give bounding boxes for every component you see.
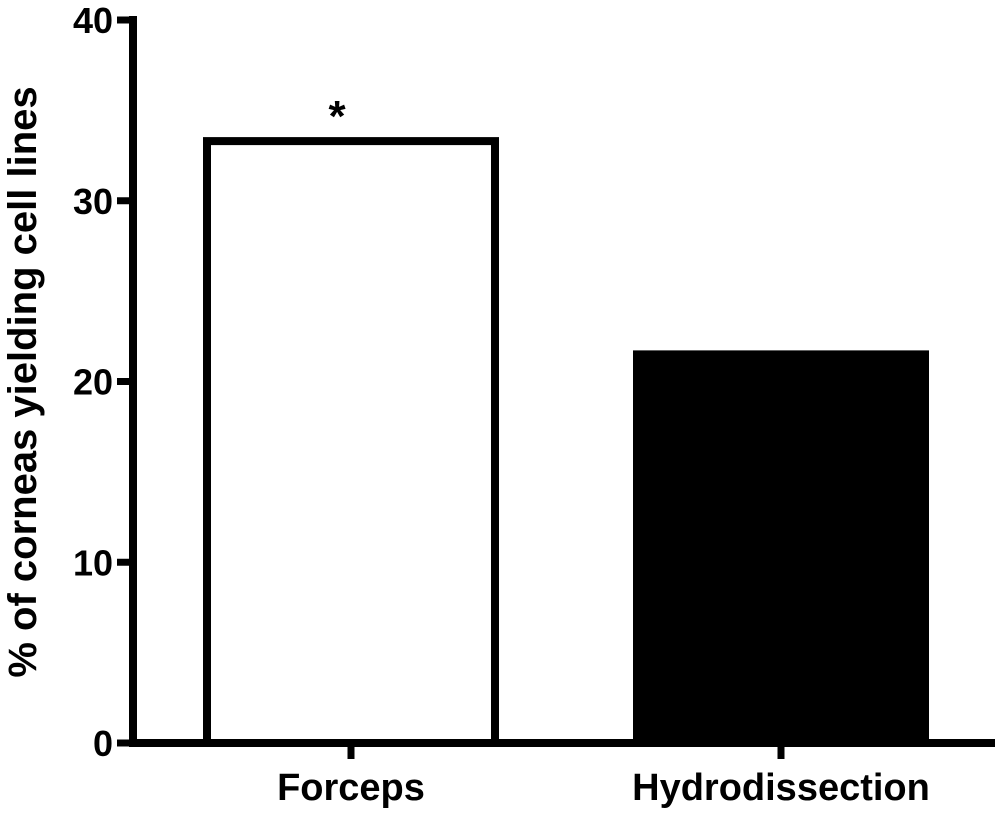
annotations-group: * <box>328 92 346 141</box>
y-tick-label: 30 <box>73 181 113 222</box>
x-tick-label: Hydrodissection <box>632 767 930 809</box>
bars-group <box>203 137 929 748</box>
x-tick-label: Forceps <box>277 767 425 809</box>
y-tick-label: 40 <box>73 0 113 41</box>
y-tick-label: 20 <box>73 362 113 403</box>
y-ticks-group: 0 10 20 30 40 <box>73 0 133 764</box>
bar-hydrodissection <box>633 350 929 747</box>
y-tick-label: 10 <box>73 542 113 583</box>
y-tick-label: 0 <box>93 723 113 764</box>
y-axis-label: % of corneas yielding cell lines <box>1 86 45 677</box>
significance-asterisk: * <box>328 92 346 141</box>
bar-forceps <box>203 137 499 748</box>
x-ticks-group: Forceps Hydrodissection <box>277 743 930 809</box>
